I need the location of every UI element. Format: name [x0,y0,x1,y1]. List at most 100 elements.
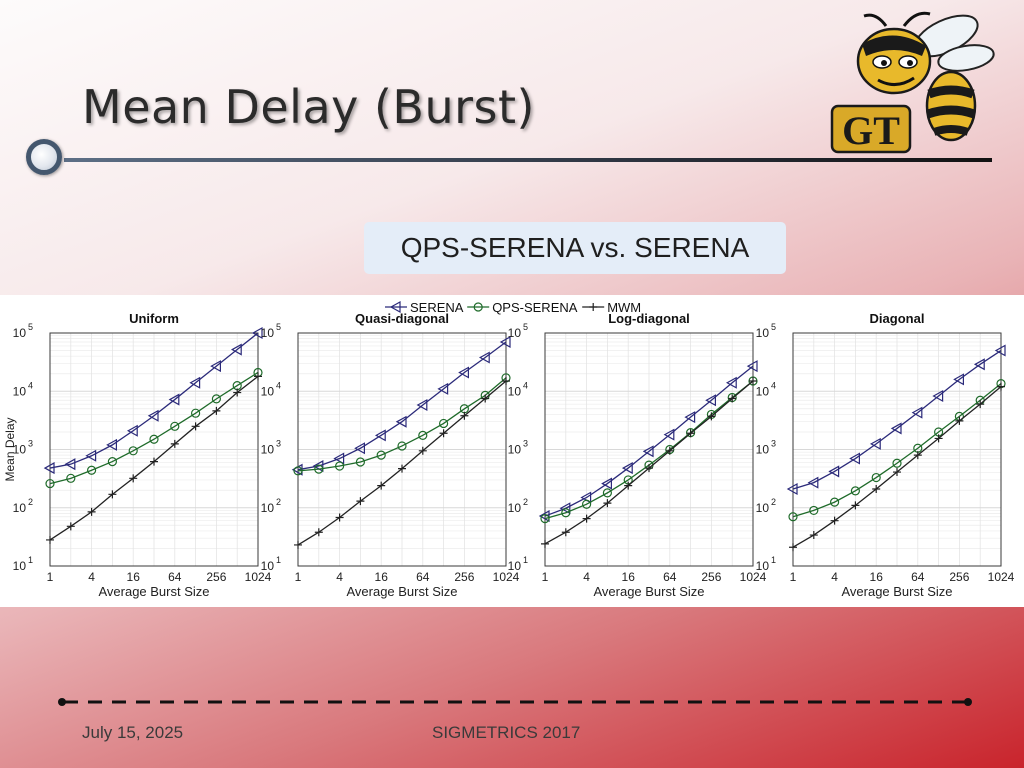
data-point [189,376,201,389]
data-point [892,458,902,468]
data-point [976,400,985,409]
x-axis-label: Average Burst Size [593,584,704,599]
data-point [624,481,633,490]
legend-item: MWM [582,300,641,315]
data-point [355,457,365,467]
data-point [913,451,922,460]
data-point [872,484,881,493]
data-point [851,501,860,510]
y-tick-exponent: 4 [771,380,776,390]
data-point [665,446,674,455]
y-tick-label: 10 [261,501,275,515]
x-tick-label: 4 [583,570,590,584]
data-point [973,358,985,371]
x-tick-label: 64 [416,570,430,584]
y-tick-label: 10 [13,384,27,398]
panel-title: Diagonal [870,311,925,326]
data-point [354,442,365,455]
data-point [481,394,490,403]
series-line [297,341,507,471]
data-point [602,488,613,498]
data-point [893,468,901,477]
series-mwm [541,376,757,548]
data-point [809,505,819,516]
y-tick-label: 10 [261,384,275,398]
x-tick-label: 256 [949,570,969,584]
title-circle-ornament [26,139,62,175]
x-tick-label: 4 [88,570,95,584]
data-point [642,445,654,458]
data-point [932,389,944,402]
data-point [335,461,345,471]
y-tick-exponent: 2 [28,497,33,507]
data-point [582,514,591,523]
y-tick-label: 10 [13,326,27,340]
y-tick-exponent: 3 [276,439,281,449]
x-tick-label: 256 [454,570,474,584]
y-tick-label: 10 [508,326,522,340]
data-point [746,360,758,373]
data-point [686,429,695,438]
x-tick-label: 16 [375,570,389,584]
data-point [786,482,798,496]
x-axis-label: Average Burst Size [98,584,209,599]
footer-conference: SIGMETRICS 2017 [432,723,581,742]
data-point [561,528,570,537]
data-point [541,539,549,548]
y-tick-exponent: 3 [28,439,33,449]
data-point [830,516,839,525]
data-point [233,388,242,397]
data-point [684,411,696,424]
data-point [829,497,840,507]
data-point [376,450,386,460]
legend-label: SERENA [410,300,464,315]
y-tick-exponent: 1 [523,555,528,565]
x-tick-label: 64 [911,570,925,584]
axes-frame [49,332,259,567]
y-tick-exponent: 4 [523,380,528,390]
series-line [49,371,259,485]
data-point [458,366,469,379]
y-tick-exponent: 3 [771,439,776,449]
series-serena [43,326,263,475]
series-mwm [294,376,510,549]
y-tick-label: 10 [756,559,770,573]
series-mwm [46,372,262,544]
subtitle-text: QPS-SERENA vs. SERENA [400,232,750,263]
data-point [147,409,159,422]
logo-text: GT [842,108,900,153]
y-tick-label: 10 [756,326,770,340]
data-point [333,452,345,465]
data-point [170,421,180,431]
data-point [953,373,964,386]
data-point [997,382,1005,391]
data-point [749,376,757,385]
data-point [210,360,221,373]
x-tick-label: 1 [542,570,549,584]
data-point [789,543,797,552]
data-point [149,434,159,444]
x-tick-label: 1024 [245,570,272,584]
y-tick-label: 10 [261,559,275,573]
series-line [49,332,259,469]
data-point [621,462,633,475]
legend-marker [473,302,483,312]
slide-title: Mean Delay (Burst) [82,80,536,134]
data-point [293,466,303,476]
x-tick-label: 16 [127,570,141,584]
y-tick-label: 10 [756,443,770,457]
x-tick-label: 1024 [988,570,1015,584]
data-point [728,394,737,403]
data-point [191,422,200,431]
panel-title: Log-diagonal [608,311,690,326]
data-point [66,473,76,483]
x-axis-label: Average Burst Size [346,584,457,599]
data-point [398,464,406,473]
y-tick-label: 10 [756,501,770,515]
y-tick-label: 10 [13,559,27,573]
data-point [212,406,221,415]
axes-frame [297,332,507,567]
